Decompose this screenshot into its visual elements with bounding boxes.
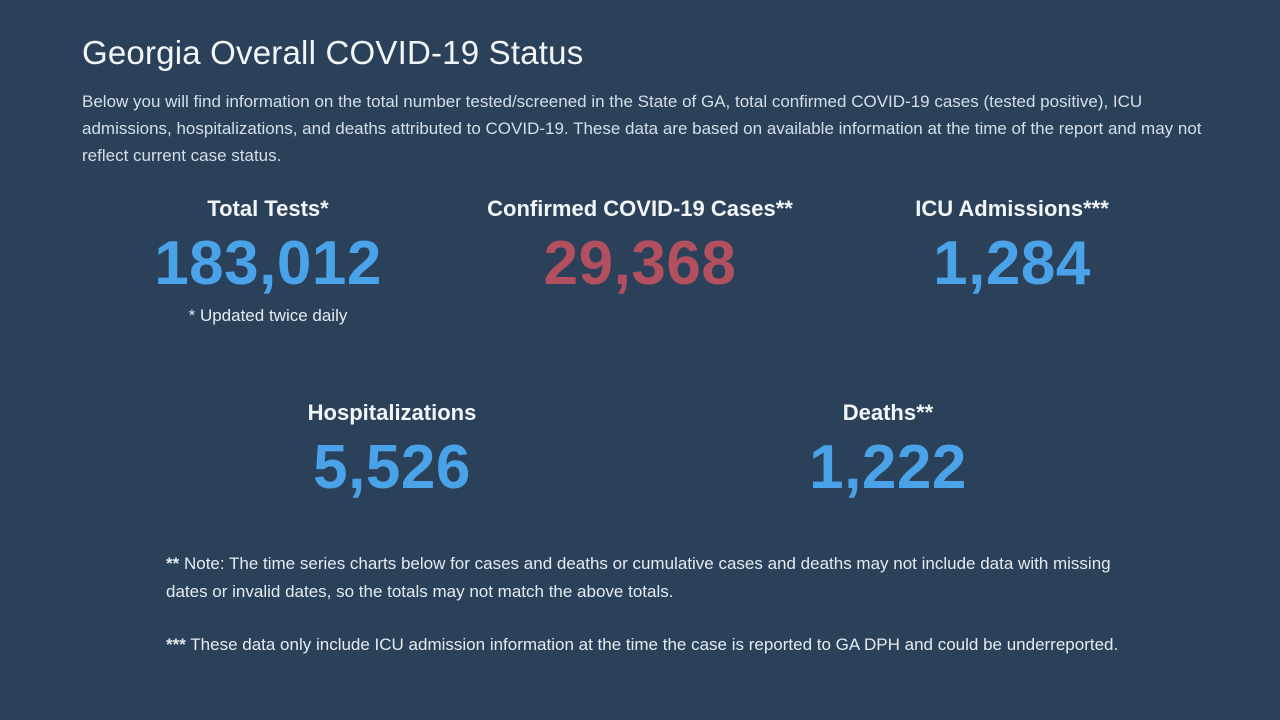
stat-deaths: Deaths** 1,222 bbox=[738, 398, 1038, 508]
footnote-marker: ** bbox=[166, 554, 180, 573]
intro-text: Below you will find information on the t… bbox=[82, 92, 1202, 165]
stat-confirmed-cases-label: Confirmed COVID-19 Cases** bbox=[487, 196, 793, 221]
stat-deaths-value: 1,222 bbox=[809, 433, 967, 502]
footnote-time-series: ** Note: The time series charts below fo… bbox=[166, 550, 1126, 606]
stat-icu-admissions-value: 1,284 bbox=[933, 229, 1091, 298]
page-title: Georgia Overall COVID-19 Status bbox=[82, 34, 584, 71]
stat-total-tests-label: Total Tests* bbox=[207, 196, 329, 221]
stat-hospitalizations-label: Hospitalizations bbox=[307, 400, 477, 425]
stat-deaths-label: Deaths** bbox=[842, 400, 934, 425]
stat-hospitalizations-value: 5,526 bbox=[313, 433, 471, 502]
stat-total-tests: Total Tests* 183,012 * Updated twice dai… bbox=[118, 194, 418, 326]
stat-icu-admissions-label: ICU Admissions*** bbox=[915, 196, 1109, 221]
stat-confirmed-cases-value: 29,368 bbox=[543, 229, 737, 298]
footnote-icu: *** These data only include ICU admissio… bbox=[166, 631, 1126, 659]
stat-icu-admissions: ICU Admissions*** 1,284 bbox=[862, 194, 1162, 304]
footnote-text: These data only include ICU admission in… bbox=[185, 635, 1119, 654]
stat-total-tests-note: * Updated twice daily bbox=[188, 306, 348, 325]
footnote-marker: *** bbox=[166, 635, 186, 654]
footnote-text: Note: The time series charts below for c… bbox=[166, 554, 1111, 601]
stat-total-tests-value: 183,012 bbox=[154, 229, 382, 298]
stat-confirmed-cases: Confirmed COVID-19 Cases** 29,368 bbox=[460, 194, 820, 304]
stat-hospitalizations: Hospitalizations 5,526 bbox=[242, 398, 542, 508]
